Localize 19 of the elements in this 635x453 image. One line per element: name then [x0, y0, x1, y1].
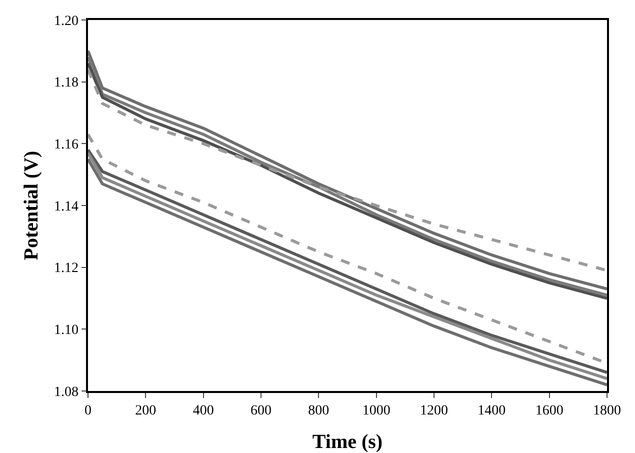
y-axis-title: Potential (V) [20, 150, 42, 260]
x-tick-label: 0 [84, 404, 92, 419]
x-tick-label: 1600 [535, 404, 564, 419]
y-tick-label: 1.18 [54, 76, 78, 91]
x-tick-label: 1400 [478, 404, 506, 419]
x-axis-title: Time (s) [312, 431, 383, 453]
y-tick-label: 1.14 [54, 199, 78, 214]
x-tick-label: 1000 [362, 404, 390, 419]
y-tick-label: 1.16 [54, 138, 78, 153]
x-tick-label: 1800 [593, 404, 621, 419]
y-tick-label: 1.20 [54, 14, 78, 29]
y-tick-label: 1.10 [54, 323, 78, 338]
y-tick-label: 1.12 [54, 261, 78, 276]
x-tick-label: 600 [250, 404, 272, 419]
x-tick-label: 800 [308, 404, 330, 419]
x-tick-label: 200 [135, 404, 156, 419]
x-tick-label: 1200 [420, 404, 448, 419]
x-tick-label: 400 [192, 404, 214, 419]
y-tick-label: 1.08 [54, 384, 78, 400]
